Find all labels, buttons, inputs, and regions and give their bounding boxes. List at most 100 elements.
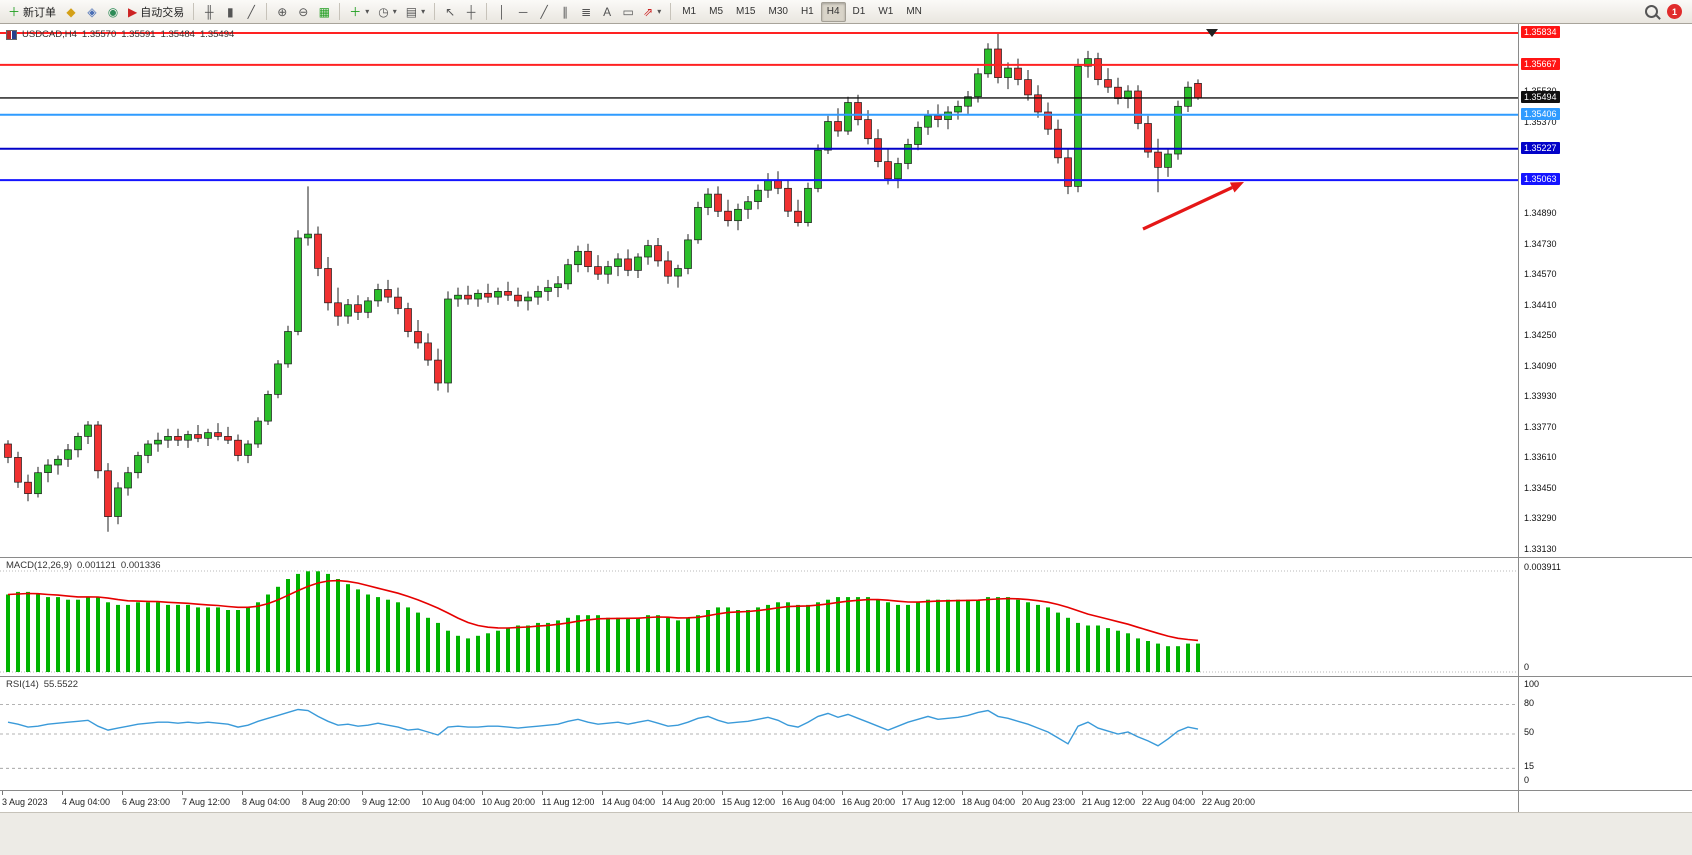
chevron-down-icon: ▾ [365,7,370,16]
price-tick: 1.33610 [1524,452,1557,462]
zoom-out-icon: ⊖ [298,4,309,19]
timeframe-m15[interactable]: M15 [730,2,761,22]
macd-name: MACD(12,26,9) [6,560,72,571]
trendline-button[interactable]: ╱ [534,2,554,22]
time-label: 18 Aug 04:00 [962,797,1016,807]
rsi-canvas[interactable] [0,677,1692,790]
arrows-tool-button[interactable]: ⇗ ▾ [639,2,665,22]
bar-chart-button[interactable]: ╫ [199,2,219,22]
search-button[interactable] [1641,2,1662,22]
macd-main-value: 0.001121 [77,560,116,571]
symbol-label: USDCAD,H4 1.35570 1.35591 1.35484 1.3549… [6,29,234,40]
new-order-button[interactable]: ＋ 新订单 [4,2,60,22]
fibonacci-button[interactable]: ≣ [576,2,596,22]
time-tick [122,791,123,795]
macd-canvas[interactable] [0,558,1692,676]
chevron-down-icon: ▾ [392,7,397,16]
zoom-in-button[interactable]: ⊕ [272,2,292,22]
axis-divider [1518,24,1519,812]
market-watch-icon: ◆ [66,4,76,19]
rsi-axis-100: 100 [1524,679,1540,689]
time-tick [422,791,423,795]
text-tool-icon: A [603,4,612,19]
rsi-name: RSI(14) [6,679,39,690]
price-tick: 1.33930 [1524,391,1557,401]
timeframe-d1[interactable]: D1 [847,2,872,22]
navigator-button[interactable]: ◈ [82,2,102,22]
time-axis[interactable]: 3 Aug 2023 4 Aug 04:00 6 Aug 23:00 7 Aug 12… [0,790,1692,812]
symbol-name: USDCAD,H4 [22,29,77,40]
line-chart-button[interactable]: ╱ [241,2,261,22]
time-label: 4 Aug 04:00 [62,797,111,807]
toolbar-separator [339,3,341,20]
ohlc-low: 1.35484 [160,29,195,40]
time-tick [302,791,303,795]
periods-button[interactable]: ◷ ▾ [374,2,401,22]
time-tick [1022,791,1023,795]
time-label: 17 Aug 12:00 [902,797,956,807]
zoom-out-button[interactable]: ⊖ [293,2,313,22]
templates-button[interactable]: ▤ ▾ [402,2,429,22]
crosshair-button[interactable]: ┼ [461,2,481,22]
price-tick: 1.34890 [1524,208,1557,218]
market-watch-button[interactable]: ◆ [61,2,81,22]
time-label: 14 Aug 04:00 [602,797,656,807]
time-tick [542,791,543,795]
timeframe-m1[interactable]: M1 [676,2,702,22]
price-axis[interactable]: 1.355301.353701.348901.347301.345701.344… [1519,24,1692,812]
price-tick: 1.33770 [1524,422,1557,432]
time-label: 8 Aug 04:00 [242,797,291,807]
time-tick [62,791,63,795]
horizontal-line-button[interactable]: ─ [513,2,533,22]
terminal-icon: ◉ [107,4,119,19]
notification-badge[interactable]: 1 [1667,4,1682,19]
ohlc-high: 1.35591 [121,29,156,40]
price-tick: 1.34570 [1524,269,1557,279]
template-icon: ▤ [405,4,418,19]
macd-signal-value: 0.001336 [120,560,161,571]
time-label: 7 Aug 12:00 [182,797,231,807]
bar-chart-icon: ╫ [204,4,214,19]
time-label: 14 Aug 20:00 [662,797,716,807]
line-chart-icon: ╱ [247,4,255,19]
candlestick-chart-button[interactable]: ▮ [220,2,240,22]
label-tool-button[interactable]: ▭ [618,2,638,22]
indicators-button[interactable]: ＋ ▾ [345,2,373,22]
price-badge: 1.35494 [1521,91,1560,103]
chevron-down-icon: ▾ [421,7,426,16]
vertical-line-button[interactable]: │ [492,2,512,22]
horizontal-line-icon: ─ [518,4,528,19]
main-chart-canvas[interactable] [0,24,1692,557]
channel-button[interactable]: ∥ [555,2,575,22]
timeframe-w1[interactable]: W1 [872,2,899,22]
timeframe-h4[interactable]: H4 [820,1,846,22]
price-tick: 1.34410 [1524,300,1557,310]
text-tool-button[interactable]: A [597,2,617,22]
indicators-icon: ＋ [349,4,362,19]
tile-windows-button[interactable]: ▦ [314,2,334,22]
time-tick [1142,791,1143,795]
time-tick [602,791,603,795]
time-tick [722,791,723,795]
timeframe-h1[interactable]: H1 [795,2,820,22]
terminal-button[interactable]: ◉ [103,2,123,22]
timeframe-m30[interactable]: M30 [762,2,793,22]
navigator-icon: ◈ [87,4,97,19]
macd-axis-max: 0.003911 [1524,562,1561,572]
price-tick: 1.33130 [1524,544,1557,554]
time-tick [902,791,903,795]
macd-axis-min: 0 [1524,662,1530,672]
timeframe-mn[interactable]: MN [900,2,928,22]
time-label: 22 Aug 20:00 [1202,797,1256,807]
time-label: 16 Aug 20:00 [842,797,896,807]
rsi-axis-80: 80 [1524,698,1535,708]
timeframe-m5[interactable]: M5 [703,2,729,22]
price-badge: 1.35667 [1521,58,1560,70]
crosshair-icon: ┼ [466,4,476,19]
time-tick [1202,791,1203,795]
label-tool-icon: ▭ [622,4,634,19]
rsi-axis-15: 15 [1524,761,1535,771]
cursor-button[interactable]: ↖ [440,2,460,22]
autotrading-button[interactable]: ▶ 自动交易 [124,2,188,22]
chart-shift-marker [1206,29,1218,37]
